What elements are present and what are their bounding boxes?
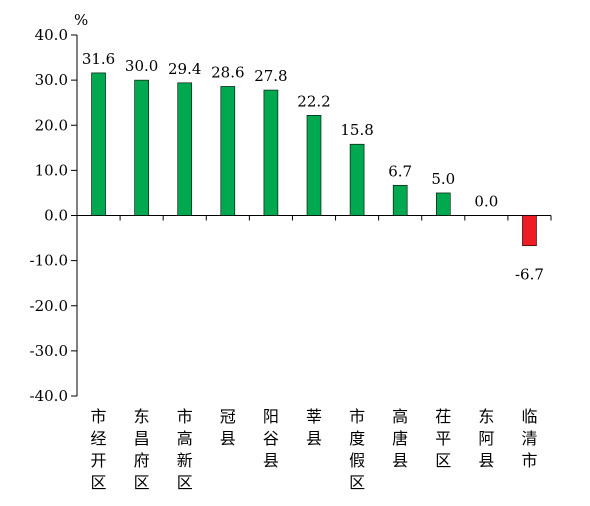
bar-3 bbox=[177, 82, 193, 216]
y-tick-label: 30.0 bbox=[35, 71, 68, 89]
category-label-5: 阳谷县 bbox=[263, 407, 279, 470]
y-tick-label: -40.0 bbox=[30, 387, 68, 405]
category-label-9: 茌平区 bbox=[435, 407, 451, 470]
bar-4 bbox=[220, 86, 236, 216]
bar-5 bbox=[263, 89, 279, 216]
data-label-8: 6.7 bbox=[388, 162, 412, 180]
bar-8 bbox=[392, 184, 408, 216]
data-label-9: 5.0 bbox=[431, 170, 455, 188]
y-tick-label: 40.0 bbox=[35, 26, 68, 44]
category-label-2: 东昌府区 bbox=[134, 407, 150, 492]
y-tick-label: -10.0 bbox=[30, 252, 68, 270]
y-tick-label: 0.0 bbox=[44, 207, 68, 225]
bar-9 bbox=[435, 192, 451, 216]
data-label-10: 0.0 bbox=[474, 193, 498, 211]
bar-2 bbox=[134, 79, 149, 216]
data-label-4: 28.6 bbox=[211, 63, 244, 81]
data-label-11: -6.7 bbox=[515, 266, 544, 284]
data-label-2: 30.0 bbox=[125, 57, 158, 75]
y-axis-unit-label: % bbox=[74, 11, 88, 29]
category-label-8: 高唐县 bbox=[392, 407, 408, 470]
data-label-3: 29.4 bbox=[168, 60, 201, 78]
bar-6 bbox=[306, 115, 322, 216]
category-label-4: 冠县 bbox=[220, 407, 236, 448]
data-label-6: 22.2 bbox=[297, 92, 330, 110]
category-label-11: 临清市 bbox=[521, 407, 537, 470]
data-label-7: 15.8 bbox=[340, 121, 373, 139]
y-tick-label: -20.0 bbox=[30, 297, 68, 315]
category-label-6: 莘县 bbox=[306, 407, 322, 448]
data-label-1: 31.6 bbox=[82, 50, 115, 68]
y-tick-label: -30.0 bbox=[30, 342, 68, 360]
bar-7 bbox=[349, 143, 365, 216]
category-label-10: 东阿县 bbox=[478, 407, 494, 470]
data-label-5: 27.8 bbox=[254, 67, 287, 85]
y-tick-label: 20.0 bbox=[35, 116, 68, 134]
category-label-3: 市高新区 bbox=[177, 407, 193, 492]
category-label-1: 市经开区 bbox=[91, 407, 107, 492]
y-tick-label: 10.0 bbox=[35, 161, 68, 179]
bar-11 bbox=[522, 215, 537, 247]
bar-1 bbox=[91, 72, 106, 216]
category-label-7: 市度假区 bbox=[349, 407, 365, 492]
